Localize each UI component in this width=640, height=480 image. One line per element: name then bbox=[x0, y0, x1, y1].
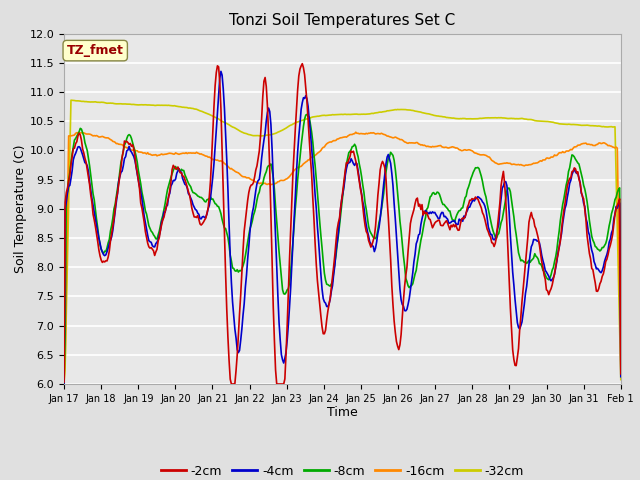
Title: Tonzi Soil Temperatures Set C: Tonzi Soil Temperatures Set C bbox=[229, 13, 456, 28]
Y-axis label: Soil Temperature (C): Soil Temperature (C) bbox=[13, 144, 27, 273]
X-axis label: Time: Time bbox=[327, 407, 358, 420]
Legend: -2cm, -4cm, -8cm, -16cm, -32cm: -2cm, -4cm, -8cm, -16cm, -32cm bbox=[156, 460, 529, 480]
Text: TZ_fmet: TZ_fmet bbox=[67, 44, 124, 57]
